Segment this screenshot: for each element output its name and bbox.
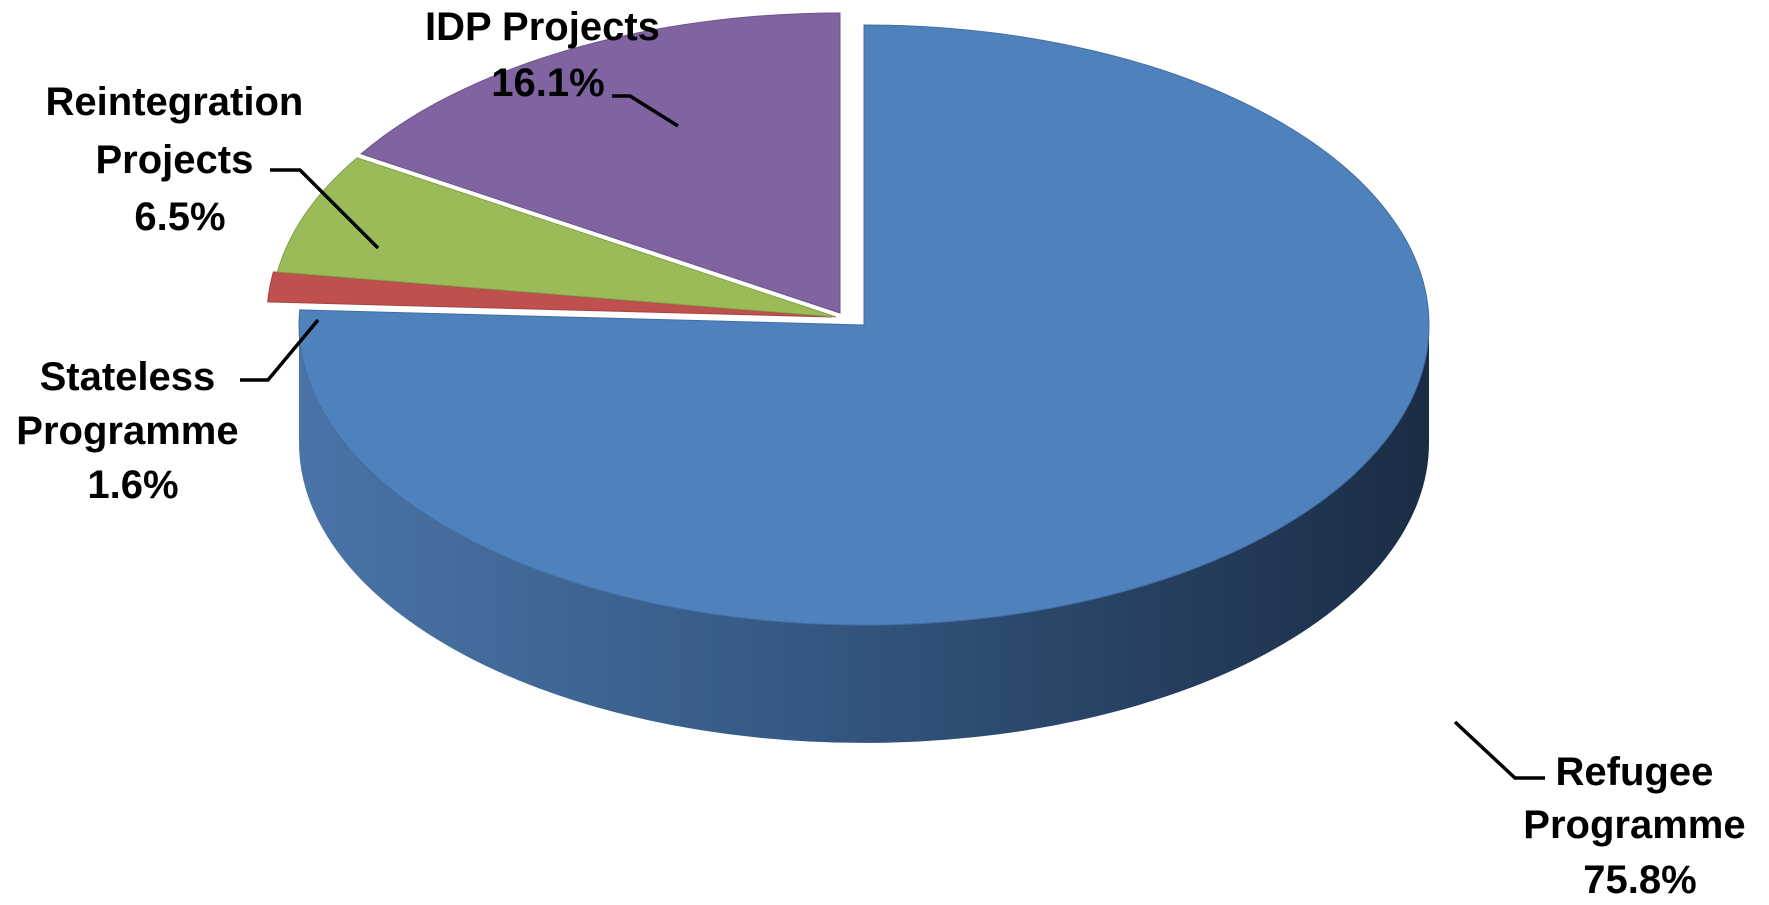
label-refugee-line1: Refugee	[1556, 750, 1714, 794]
leader-line-stateless	[240, 318, 320, 382]
label-refugee-value: 75.8%	[1583, 858, 1696, 902]
label-stateless-line2: Programme	[16, 409, 238, 453]
label-idp-value: 16.1%	[491, 61, 604, 105]
label-reintegration-line1: Reintegration	[46, 80, 304, 124]
slice-tops	[267, 12, 1430, 626]
label-refugee-line2: Programme	[1523, 803, 1745, 847]
slice-refugee	[298, 24, 1430, 626]
label-reintegration-value: 6.5%	[134, 195, 225, 239]
leader-line-refugee	[1453, 720, 1545, 780]
label-idp-line1: IDP Projects	[425, 5, 660, 49]
label-stateless: Stateless Programme 1.6%	[16, 355, 249, 507]
label-stateless-value: 1.6%	[87, 463, 178, 507]
slice-reintegration	[276, 157, 837, 318]
leader-line-reintegration	[270, 168, 380, 250]
label-refugee: Refugee Programme 75.8%	[1523, 750, 1756, 902]
slice-sides	[299, 325, 1429, 743]
label-reintegration-line2: Projects	[96, 138, 254, 182]
label-idp: IDP Projects 16.1%	[425, 5, 671, 105]
label-reintegration: Reintegration Projects 6.5%	[46, 80, 315, 239]
leader-line-idp	[612, 94, 679, 128]
slice-side-refugee	[299, 325, 1429, 743]
label-stateless-line1: Stateless	[40, 355, 216, 399]
slice-idp	[360, 12, 841, 314]
